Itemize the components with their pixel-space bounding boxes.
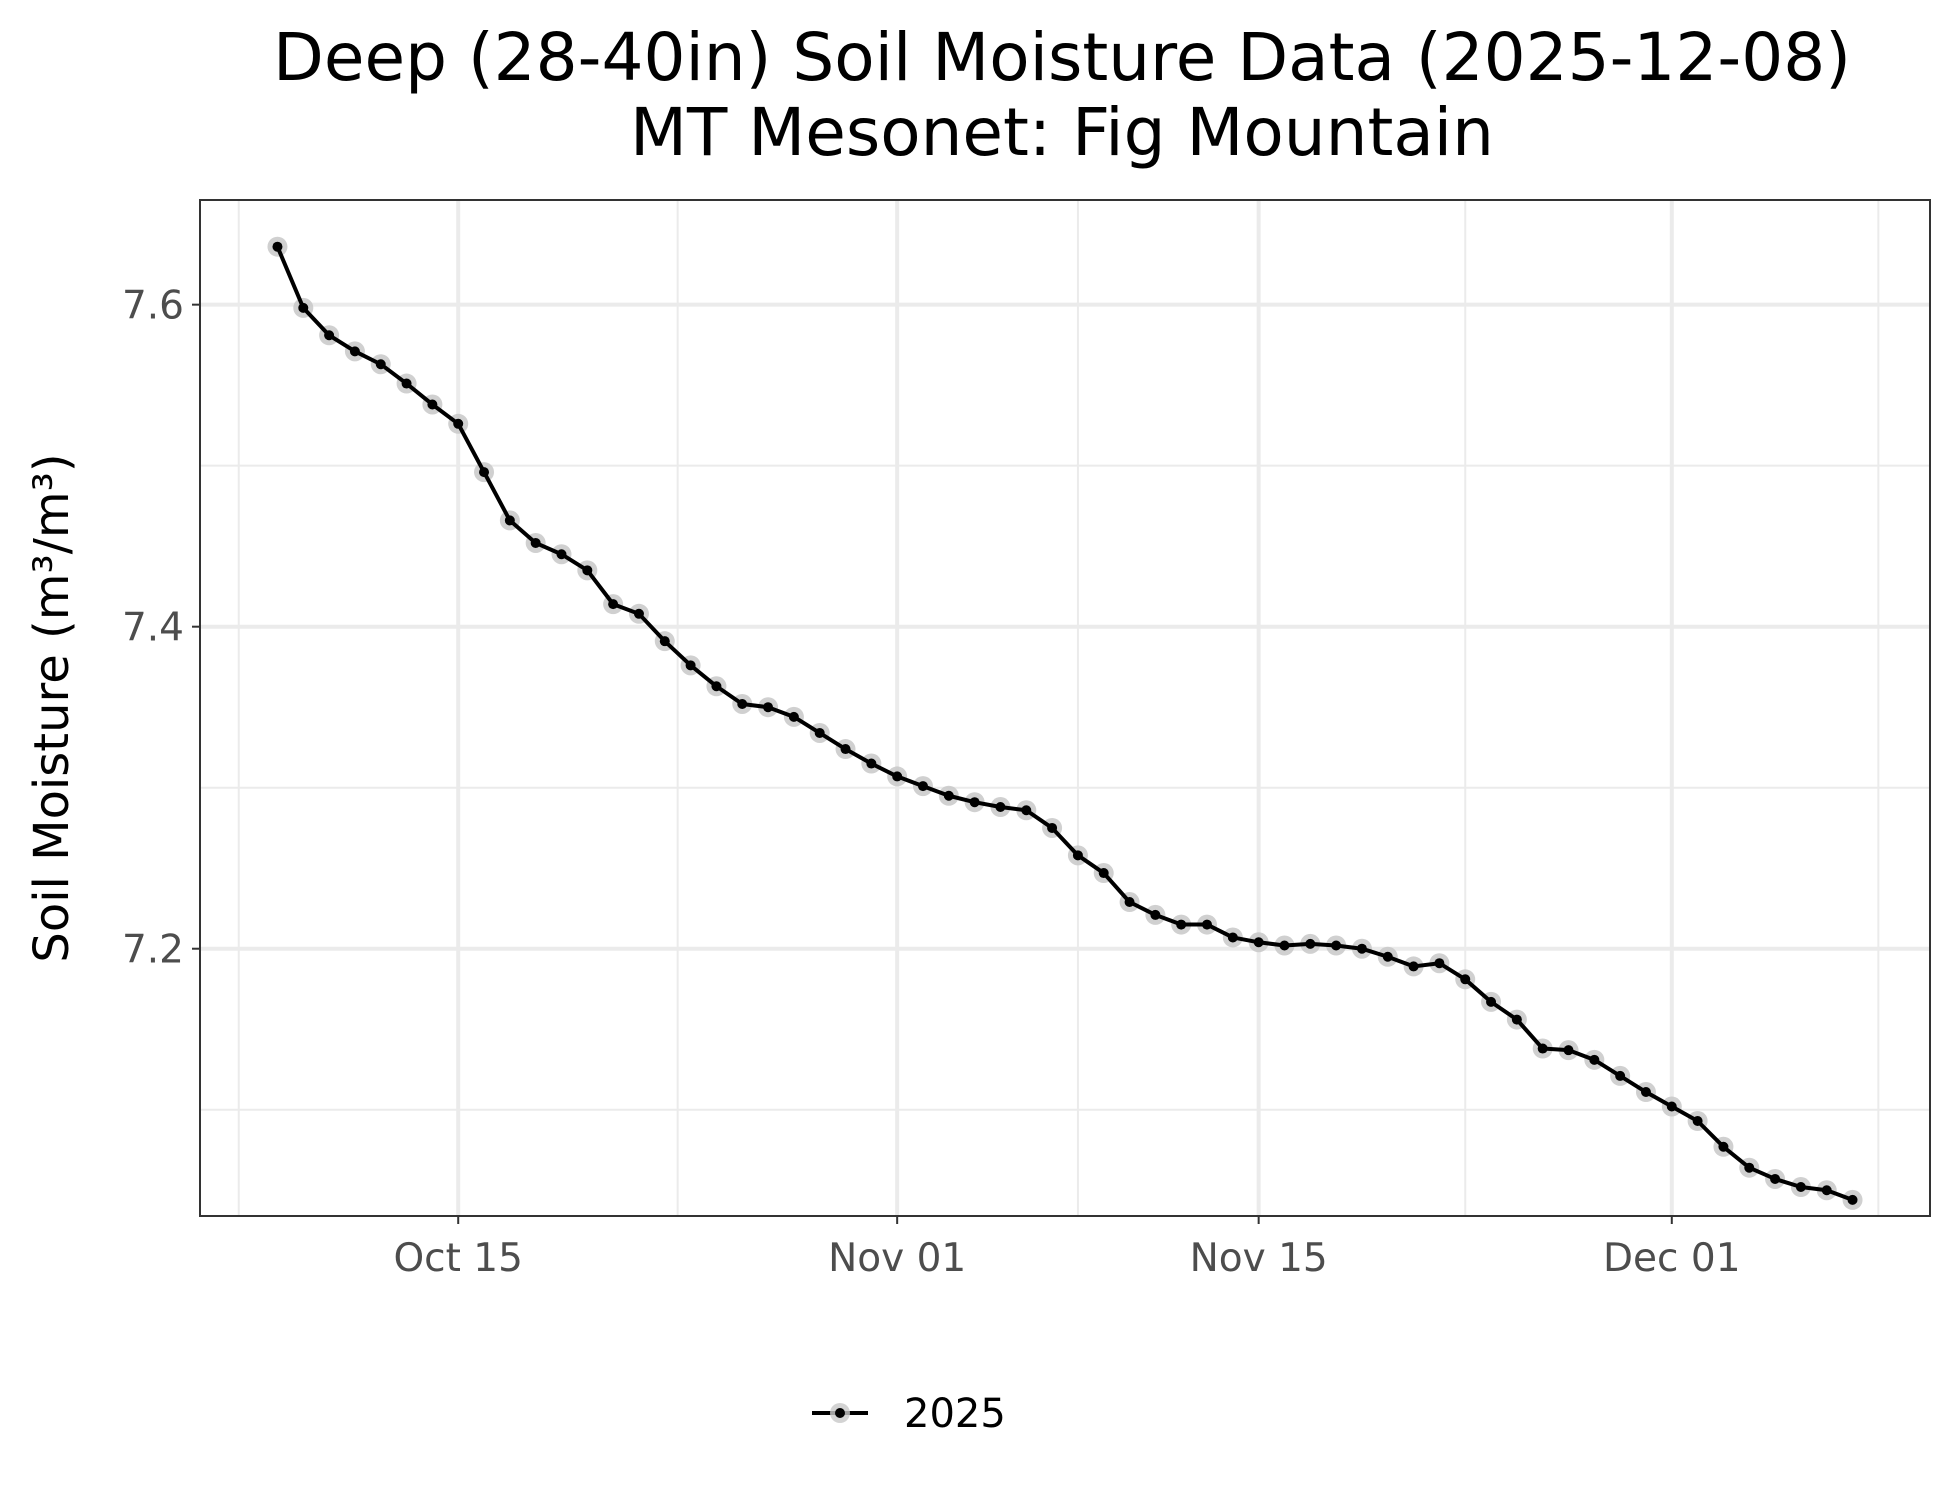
data-point: [1434, 958, 1445, 969]
data-point: [324, 330, 335, 341]
plot-panel: [200, 200, 1930, 1216]
data-point: [1331, 940, 1342, 951]
data-point: [608, 599, 619, 610]
data-point: [995, 802, 1006, 813]
x-tick-label: Oct 15: [393, 1236, 522, 1281]
data-point: [763, 702, 774, 713]
data-point: [1124, 897, 1135, 908]
data-point: [1511, 1014, 1522, 1025]
data-point: [272, 241, 283, 252]
data-point: [1227, 932, 1238, 943]
data-point: [556, 549, 567, 560]
data-point: [1356, 943, 1367, 954]
y-tick-label: 7.4: [122, 606, 184, 651]
data-point: [1563, 1045, 1574, 1056]
data-point: [530, 537, 541, 548]
data-point: [711, 681, 722, 692]
data-point: [1305, 938, 1316, 949]
data-point: [427, 399, 438, 410]
data-point: [788, 711, 799, 722]
data-point: [1460, 974, 1471, 985]
data-point: [1640, 1087, 1651, 1098]
data-point: [866, 758, 877, 769]
data-point: [479, 467, 490, 478]
chart-title: Deep (28-40in) Soil Moisture Data (2025-…: [273, 19, 1851, 96]
data-point: [1176, 919, 1187, 930]
x-tick-label: Nov 01: [828, 1236, 966, 1281]
data-point: [917, 781, 928, 792]
data-point: [1253, 937, 1264, 948]
data-point: [1770, 1173, 1781, 1184]
data-point: [1408, 961, 1419, 972]
data-point: [1021, 805, 1032, 816]
data-point: [1821, 1185, 1832, 1196]
data-point: [1382, 951, 1393, 962]
y-tick-label: 7.6: [122, 284, 184, 329]
data-point: [1537, 1043, 1548, 1054]
y-axis-title: Soil Moisture (m³/m³): [24, 453, 80, 962]
legend-label: 2025: [904, 1391, 1006, 1437]
data-point: [1150, 909, 1161, 920]
data-point: [453, 418, 464, 429]
y-axis: 7.2 7.4 7.6: [122, 284, 200, 973]
data-point: [1795, 1182, 1806, 1193]
data-point: [969, 797, 980, 808]
data-point: [737, 698, 748, 709]
data-point: [1202, 919, 1213, 930]
data-point: [504, 515, 515, 526]
data-point: [1279, 940, 1290, 951]
data-point: [840, 744, 851, 755]
panel-border: [199, 199, 1931, 1217]
x-axis: Oct 15 Nov 01 Nov 15 Dec 01: [393, 1216, 1741, 1281]
data-point: [401, 378, 412, 389]
data-point: [943, 790, 954, 801]
legend-point: [835, 1408, 845, 1418]
data-point: [1072, 850, 1083, 861]
data-point: [685, 660, 696, 671]
data-point: [814, 727, 825, 738]
legend: 2025: [812, 1391, 1006, 1437]
data-point: [298, 302, 309, 313]
data-point: [1744, 1162, 1755, 1173]
data-point: [1666, 1101, 1677, 1112]
data-point: [349, 346, 360, 357]
data-point: [1589, 1054, 1600, 1065]
x-tick-label: Nov 15: [1190, 1236, 1328, 1281]
data-point: [633, 608, 644, 619]
data-point: [1098, 868, 1109, 879]
data-point: [1692, 1116, 1703, 1127]
data-point: [1718, 1141, 1729, 1152]
series-2025: [267, 236, 1863, 1210]
chart-subtitle: MT Mesonet: Fig Mountain: [630, 94, 1494, 171]
data-point: [892, 771, 903, 782]
data-point: [375, 359, 386, 370]
data-point: [1847, 1194, 1858, 1205]
data-point: [1615, 1070, 1626, 1081]
y-tick-label: 7.2: [122, 928, 184, 973]
data-point: [1047, 822, 1058, 833]
data-point: [659, 636, 670, 647]
x-tick-label: Dec 01: [1603, 1236, 1741, 1281]
data-point: [1486, 996, 1497, 1007]
data-point: [582, 565, 593, 576]
